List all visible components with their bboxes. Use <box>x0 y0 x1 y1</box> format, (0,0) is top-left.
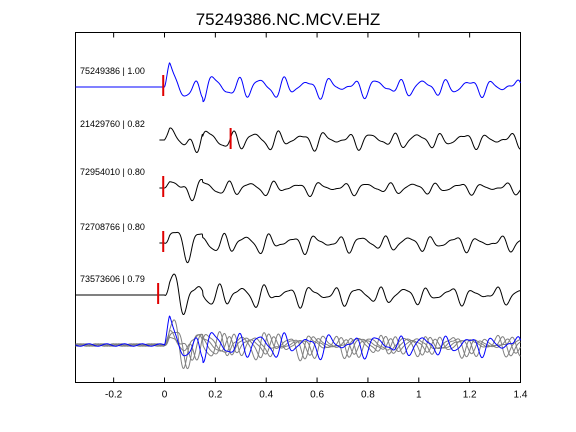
plot-area <box>75 32 521 383</box>
x-tick-label-8: 1.4 <box>514 390 528 401</box>
trace-label-4: 73573606 | 0.79 <box>80 274 145 284</box>
trace-line-0 <box>75 62 521 103</box>
overlay-line-3 <box>75 319 521 369</box>
x-tick-label-0: -0.2 <box>105 390 123 401</box>
trace-line-1 <box>159 127 521 154</box>
trace-line-3 <box>159 231 521 264</box>
x-tick-label-7: 1.2 <box>463 390 477 401</box>
x-tick-label-4: 0.6 <box>310 390 324 401</box>
overlay-line-4 <box>75 315 521 364</box>
overlay-stack <box>75 315 521 370</box>
trace-label-1: 21429760 | 0.82 <box>80 119 145 129</box>
x-tick-label-2: 0.2 <box>208 390 222 401</box>
x-tick-label-6: 1 <box>416 390 422 401</box>
trace-line-4 <box>75 273 521 316</box>
traces-group: 75249386 | 1.00 21429760 | 0.82 72954010 |… <box>75 62 521 370</box>
chart-title: 75249386.NC.MCV.EHZ <box>196 10 381 29</box>
x-tick-label-1: 0 <box>162 390 168 401</box>
trace-1: 21429760 | 0.82 <box>80 119 521 154</box>
trace-label-3: 72708766 | 0.80 <box>80 222 145 232</box>
x-axis-ticks: -0.2 0 0.2 0.4 0.6 0.8 1 1.2 1.4 <box>105 32 528 401</box>
trace-4: 73573606 | 0.79 <box>75 273 521 316</box>
trace-0: 75249386 | 1.00 <box>75 62 521 103</box>
trace-2: 72954010 | 0.80 <box>80 167 521 202</box>
trace-3: 72708766 | 0.80 <box>80 222 521 264</box>
x-tick-label-3: 0.4 <box>259 390 273 401</box>
trace-label-2: 72954010 | 0.80 <box>80 167 145 177</box>
trace-line-2 <box>159 178 521 202</box>
trace-label-0: 75249386 | 1.00 <box>80 66 145 76</box>
x-tick-label-5: 0.8 <box>361 390 375 401</box>
